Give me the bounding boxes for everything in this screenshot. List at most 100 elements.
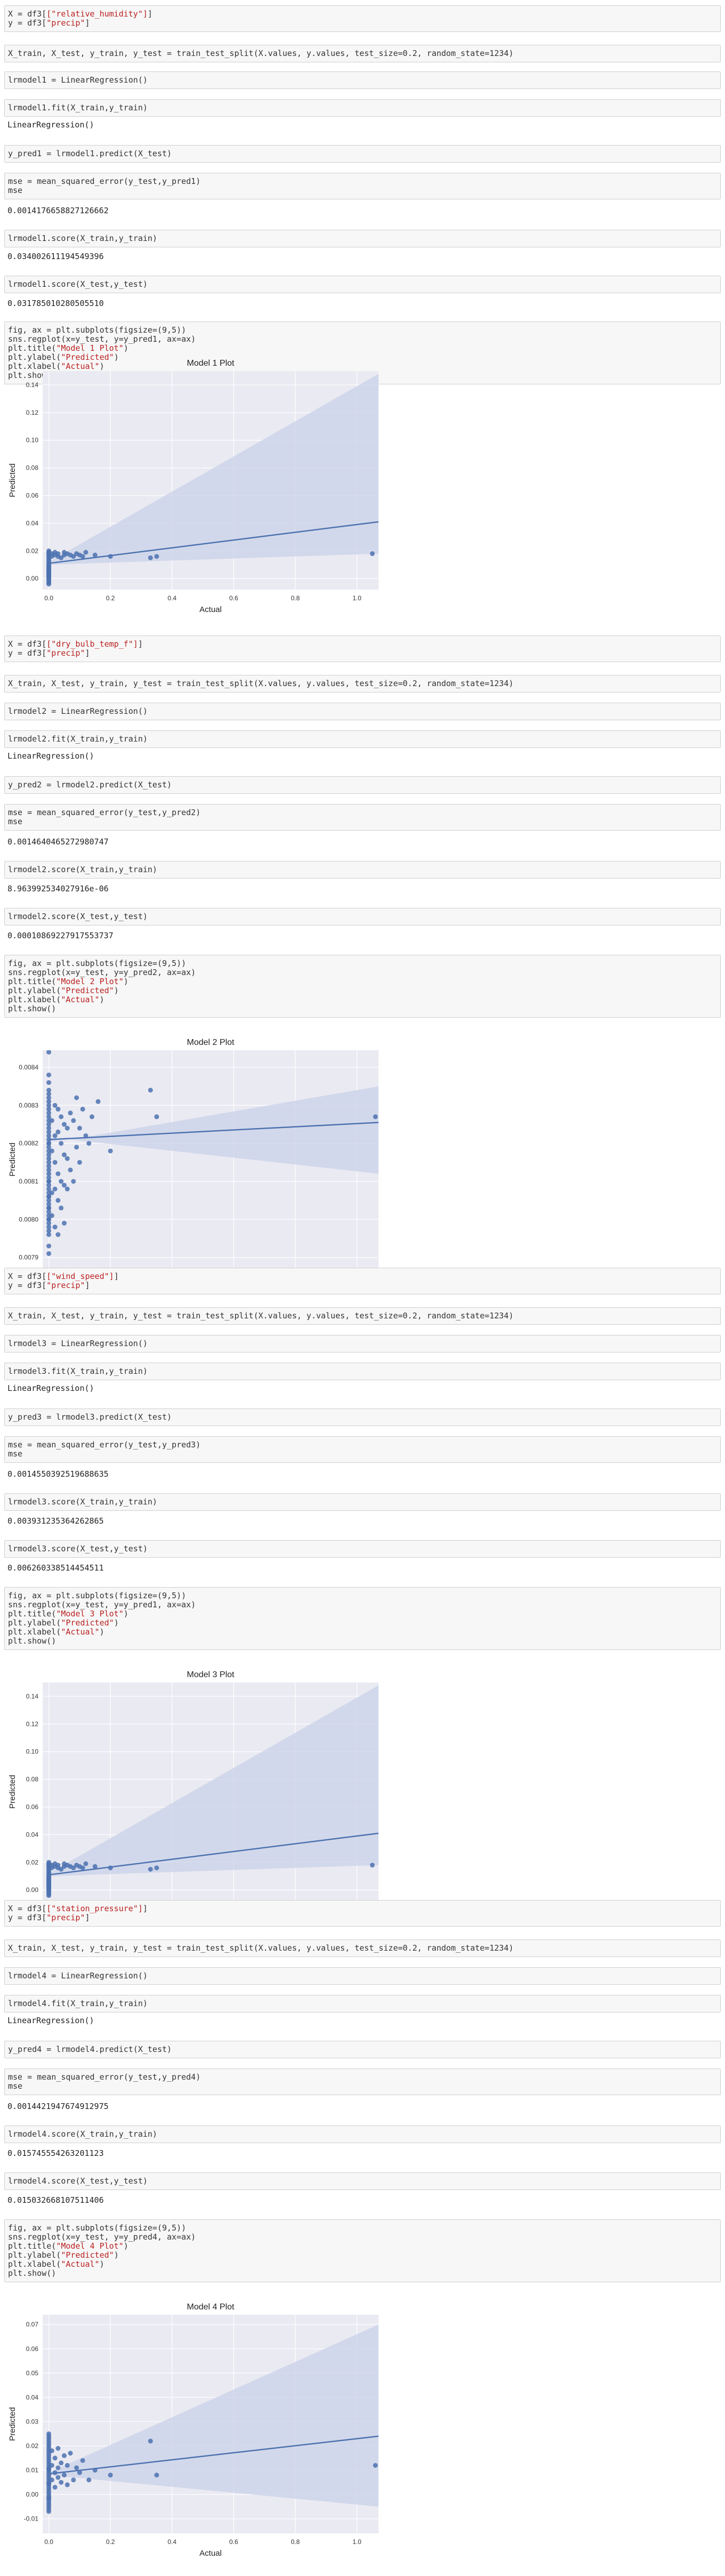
code-token: mse = mean_squared_error(y_test,y_pred2) — [8, 808, 201, 817]
code-cell[interactable]: lrmodel4.score(X_test,y_test) — [4, 2172, 721, 2190]
y-tick-label: 0.05 — [26, 2369, 39, 2377]
data-point — [55, 1863, 61, 1868]
code-token: y_pred3 = lrmodel3.predict(X_test) — [8, 1412, 172, 1422]
code-cell[interactable]: y_pred4 = lrmodel4.predict(X_test) — [4, 2041, 721, 2058]
code-line: y_pred1 = lrmodel1.predict(X_test) — [8, 149, 717, 158]
code-line: lrmodel3.score(X_test,y_test) — [8, 1544, 717, 1553]
code-cell[interactable]: X_train, X_test, y_train, y_test = train… — [4, 675, 721, 693]
code-cell[interactable]: mse = mean_squared_error(y_test,y_pred4)… — [4, 2068, 721, 2095]
code-cell[interactable]: mse = mean_squared_error(y_test,y_pred3)… — [4, 1436, 721, 1463]
data-point — [46, 1102, 52, 1108]
data-point — [52, 1160, 58, 1165]
code-token: ] — [142, 1904, 148, 1913]
code-line: y = df3["precip"] — [8, 1913, 717, 1922]
code-cell[interactable]: lrmodel2.fit(X_train,y_train) — [4, 730, 721, 748]
code-cell[interactable]: lrmodel3 = LinearRegression() — [4, 1335, 721, 1353]
cell-output: LinearRegression() — [7, 2016, 94, 2025]
code-token: ] — [147, 9, 152, 19]
code-cell[interactable]: lrmodel2.score(X_train,y_train) — [4, 861, 721, 879]
data-point — [52, 2484, 58, 2490]
data-point — [55, 1129, 61, 1134]
data-point — [77, 2470, 82, 2475]
code-cell[interactable]: X = df3[["dry_bulb_temp_f"]] y = df3["pre… — [4, 635, 721, 662]
code-line: sns.regplot(x=y_test, y=y_pred4, ax=ax) — [8, 2233, 717, 2242]
data-point — [46, 1122, 52, 1127]
code-line: X = df3[["dry_bulb_temp_f"]] — [8, 640, 717, 649]
code-cell[interactable]: lrmodel2.score(X_test,y_test) — [4, 908, 721, 925]
code-token: lrmodel2.score(X_test,y_test) — [8, 912, 148, 921]
y-tick-label: 0.0083 — [19, 1101, 38, 1109]
code-cell[interactable]: lrmodel1.score(X_train,y_train) — [4, 230, 721, 247]
code-token: plt.show() — [8, 1636, 57, 1646]
code-token: plt.title( — [8, 343, 57, 353]
data-point — [46, 1110, 52, 1116]
data-point — [61, 2473, 67, 2478]
string-literal: "precip" — [46, 1281, 85, 1290]
code-cell[interactable]: lrmodel2 = LinearRegression() — [4, 703, 721, 720]
confidence-band — [49, 2324, 378, 2507]
data-point — [89, 1114, 94, 1120]
x-tick-label: 0.2 — [106, 594, 115, 602]
code-cell[interactable]: fig, ax = plt.subplots(figsize=(9,5)) sns… — [4, 1587, 721, 1650]
code-token: mse — [8, 186, 23, 195]
data-point — [59, 1114, 64, 1120]
data-point — [46, 1198, 52, 1203]
data-point — [65, 2462, 70, 2468]
y-tick-label: 0.0081 — [19, 1178, 38, 1185]
y-tick-label: 0.06 — [26, 492, 39, 500]
data-point — [74, 1095, 79, 1100]
code-token: plt.ylabel( — [8, 1618, 61, 1628]
code-cell[interactable]: y_pred1 = lrmodel1.predict(X_test) — [4, 145, 721, 163]
data-point — [86, 1141, 92, 1146]
string-literal: "Model 1 Plot" — [56, 343, 124, 353]
code-cell[interactable]: X = df3[["station_pressure"]] y = df3["pr… — [4, 1900, 721, 1927]
data-point — [46, 1175, 52, 1180]
code-cell[interactable]: lrmodel1.score(X_test,y_test) — [4, 276, 721, 293]
data-point — [46, 1141, 52, 1146]
code-cell[interactable]: lrmodel4 = LinearRegression() — [4, 1967, 721, 1985]
code-cell[interactable]: fig, ax = plt.subplots(figsize=(9,5)) sns… — [4, 2219, 721, 2282]
data-point — [154, 2473, 159, 2478]
code-line: fig, ax = plt.subplots(figsize=(9,5)) — [8, 1591, 717, 1600]
data-point — [49, 1213, 54, 1218]
data-point — [46, 1859, 52, 1865]
confidence-band — [49, 374, 378, 565]
code-cell[interactable]: mse = mean_squared_error(y_test,y_pred2)… — [4, 804, 721, 831]
code-token: X_train, X_test, y_train, y_test = train… — [8, 49, 514, 58]
code-cell[interactable]: lrmodel4.score(X_train,y_train) — [4, 2126, 721, 2143]
code-line: lrmodel1 = LinearRegression() — [8, 76, 717, 85]
data-point — [80, 1107, 85, 1112]
code-line: plt.ylabel("Predicted") — [8, 353, 717, 362]
code-cell[interactable]: X_train, X_test, y_train, y_test = train… — [4, 1307, 721, 1325]
data-point — [46, 1080, 52, 1085]
code-cell[interactable]: X_train, X_test, y_train, y_test = train… — [4, 1939, 721, 1957]
code-line: mse — [8, 817, 717, 826]
code-line: X = df3[["station_pressure"]] — [8, 1904, 717, 1913]
data-point — [68, 1168, 73, 1173]
code-cell[interactable]: y_pred2 = lrmodel2.predict(X_test) — [4, 776, 721, 794]
data-point — [59, 555, 64, 560]
code-token: ) — [99, 1627, 104, 1637]
code-token: sns.regplot(x=y_test, y=y_pred4, ax=ax) — [8, 2232, 196, 2242]
code-cell[interactable]: lrmodel1 = LinearRegression() — [4, 71, 721, 89]
code-cell[interactable]: fig, ax = plt.subplots(figsize=(9,5)) sns… — [4, 955, 721, 1018]
code-cell[interactable]: lrmodel3.score(X_train,y_train) — [4, 1493, 721, 1511]
code-cell[interactable]: X = df3[["wind_speed"]] y = df3["precip"] — [4, 1268, 721, 1294]
code-cell[interactable]: lrmodel4.fit(X_train,y_train) — [4, 1995, 721, 2012]
cell-output: LinearRegression() — [7, 1383, 94, 1393]
data-point — [49, 2448, 54, 2453]
code-cell[interactable]: lrmodel1.fit(X_train,y_train) — [4, 99, 721, 117]
string-literal: "Predicted" — [61, 1618, 114, 1628]
code-cell[interactable]: y_pred3 = lrmodel3.predict(X_test) — [4, 1408, 721, 1426]
string-literal: "Predicted" — [61, 2250, 114, 2260]
data-point — [52, 1186, 58, 1192]
code-cell[interactable]: lrmodel3.fit(X_train,y_train) — [4, 1363, 721, 1380]
y-axis-label: Predicted — [8, 463, 17, 497]
code-cell[interactable]: X_train, X_test, y_train, y_test = train… — [4, 45, 721, 62]
code-cell[interactable]: X = df3[["relative_humidity"]] y = df3["p… — [4, 5, 721, 32]
data-point — [46, 1205, 52, 1211]
data-point — [61, 2453, 67, 2458]
code-cell[interactable]: mse = mean_squared_error(y_test,y_pred1)… — [4, 173, 721, 199]
code-cell[interactable]: lrmodel3.score(X_test,y_test) — [4, 1540, 721, 1558]
data-point — [59, 1141, 64, 1146]
